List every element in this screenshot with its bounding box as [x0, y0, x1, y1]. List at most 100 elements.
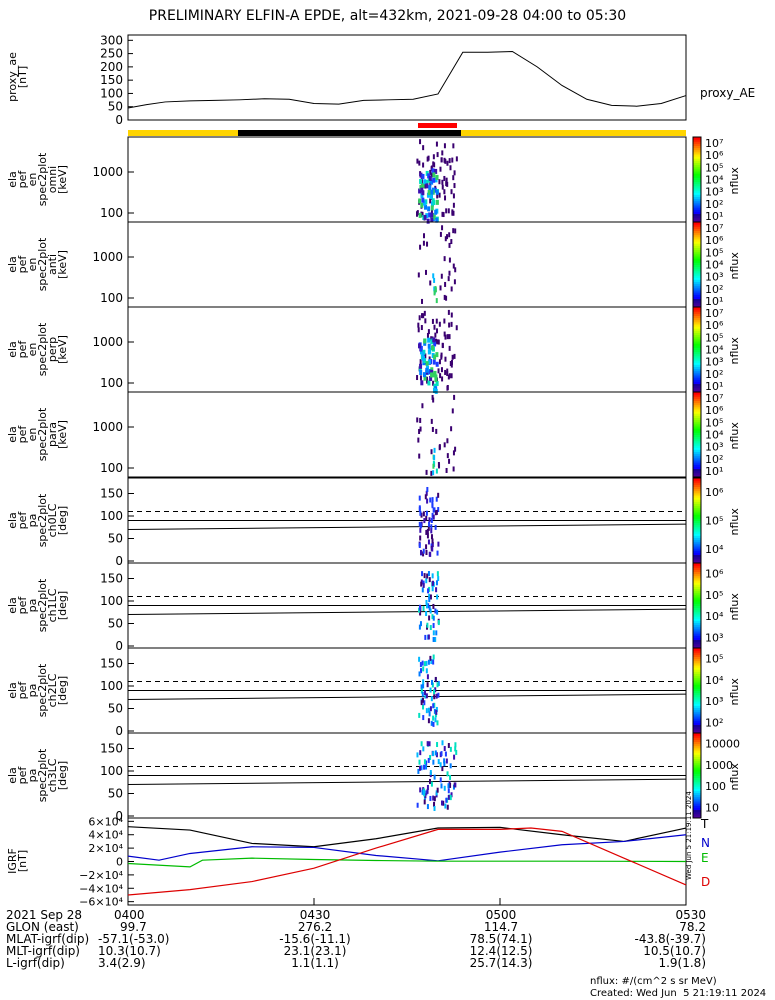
colorbar-band	[693, 457, 701, 461]
ephemeris-row-label: MLT-igrf(dip)	[6, 944, 80, 958]
spectrogram-pixel	[432, 154, 435, 160]
ephemeris-value: 276.2	[298, 920, 332, 934]
colorbar-band	[693, 726, 701, 730]
pitch-pixel	[427, 757, 430, 763]
spectrogram-pixel	[418, 212, 422, 218]
ephemeris-row-label: 2021 Sep 28	[6, 908, 82, 922]
y-axis-label: perp	[46, 337, 59, 362]
colorbar-band	[693, 432, 701, 435]
colorbar-band	[693, 222, 701, 225]
spectrogram-pixel	[442, 212, 445, 218]
pitch-pixel	[426, 498, 429, 504]
y-axis-label: ch0LC	[46, 503, 59, 537]
pitch-pixel	[422, 548, 425, 554]
colorbar-band	[693, 716, 701, 719]
pitch-pixel	[445, 758, 448, 764]
colorbar-band	[693, 141, 701, 144]
colorbar-band	[693, 682, 701, 685]
y-axis-label: pef	[16, 255, 29, 274]
pitch-pixel	[417, 768, 420, 774]
y-axis-label: omni	[46, 166, 59, 193]
colorbar-band	[693, 641, 701, 645]
colorbar-band	[693, 281, 701, 285]
colorbar-band	[693, 466, 701, 469]
colorbar-band	[693, 198, 701, 202]
colorbar-tick-label: 10⁴	[705, 674, 724, 687]
spectrogram-pixel	[426, 156, 429, 162]
pitch-pixel	[423, 799, 426, 805]
colorbar-band	[693, 219, 701, 223]
colorbar-band	[693, 509, 701, 513]
pitch-pixel	[433, 774, 436, 780]
colorbar-tick-label: 10³	[705, 271, 723, 284]
spectrogram-pixel	[452, 143, 455, 149]
colorbar-band	[693, 654, 701, 657]
y-axis-label: spec2plot	[36, 748, 49, 802]
spectrogram-pixel	[438, 444, 441, 450]
colorbar-band	[693, 149, 701, 153]
spectrogram-pixel	[431, 372, 435, 378]
colorbar-band	[693, 675, 701, 679]
spectrogram-pixel	[421, 183, 425, 189]
colorbar-band	[693, 788, 701, 791]
colorbar-band	[693, 338, 701, 342]
colorbar-band	[693, 688, 701, 691]
pitch-pixel	[419, 523, 422, 529]
spectrogram-pixel	[427, 380, 431, 386]
pitch-pixel	[431, 538, 434, 544]
spectrogram-pixel	[443, 157, 446, 163]
spectrogram-pixel	[432, 337, 436, 343]
colorbar-band	[693, 139, 701, 142]
spectrogram-pixel	[435, 189, 439, 195]
spectrogram-pixel	[452, 228, 455, 234]
ephemeris-value: 99.7	[120, 920, 147, 934]
y-axis-label: [keV]	[56, 335, 69, 364]
spectrogram-pixel	[443, 175, 446, 181]
y-axis-label: ela	[6, 426, 19, 443]
colorbar-tick-label: 10⁶	[705, 149, 724, 162]
colorbar-band	[693, 168, 701, 172]
spectrogram-pixel	[445, 208, 448, 214]
ephemeris-value: 25.7(14.3)	[470, 956, 533, 970]
y-axis-label: spec2plot	[36, 152, 49, 206]
y-axis-label: pef	[16, 511, 29, 530]
proxy-ae-tick-label: 300	[100, 33, 123, 47]
spectrogram-pixel	[427, 329, 430, 335]
pitch-pixel	[418, 759, 421, 765]
spectrogram-pixel	[429, 169, 432, 175]
y-axis-label: en	[26, 343, 39, 357]
colorbar-band	[693, 484, 701, 487]
colorbar-band	[693, 722, 701, 725]
colorbar-band	[693, 807, 701, 810]
colorbar-band	[693, 709, 701, 713]
colorbar-band	[693, 264, 701, 268]
colorbar-band	[693, 478, 701, 481]
colorbar-band	[693, 173, 701, 176]
spectrogram-pixel	[434, 168, 438, 174]
colorbar-band	[693, 669, 701, 672]
colorbar-band	[693, 609, 701, 613]
spectrogram-pixel	[439, 166, 442, 172]
pitch-pixel	[422, 605, 425, 611]
spectrogram-pixel	[432, 359, 436, 365]
spectrogram-pixel	[421, 403, 424, 409]
pitch-pixel	[430, 534, 433, 540]
spectrogram-pixel	[429, 280, 432, 286]
pitch-tick-label: 100	[100, 594, 123, 608]
pitch-pixel	[437, 692, 440, 698]
colorbar-band	[693, 460, 701, 463]
spectrogram-pixel	[454, 228, 457, 234]
spectrogram-pixel	[416, 158, 419, 164]
spectrogram-pixel	[451, 408, 454, 414]
pitch-pixel	[436, 594, 439, 600]
colorbar-band	[693, 488, 701, 492]
colorbar-band	[693, 426, 701, 429]
spectrogram-pixel	[450, 359, 453, 365]
colorbar-band	[693, 300, 701, 304]
spectrogram-pixel	[430, 336, 433, 342]
colorbar-band	[693, 387, 701, 391]
pitch-pixel	[441, 800, 444, 806]
pitch-pixel	[418, 543, 421, 549]
colorbar-tick-label: 10⁴	[705, 344, 724, 357]
spectrogram-pixel	[455, 325, 458, 331]
